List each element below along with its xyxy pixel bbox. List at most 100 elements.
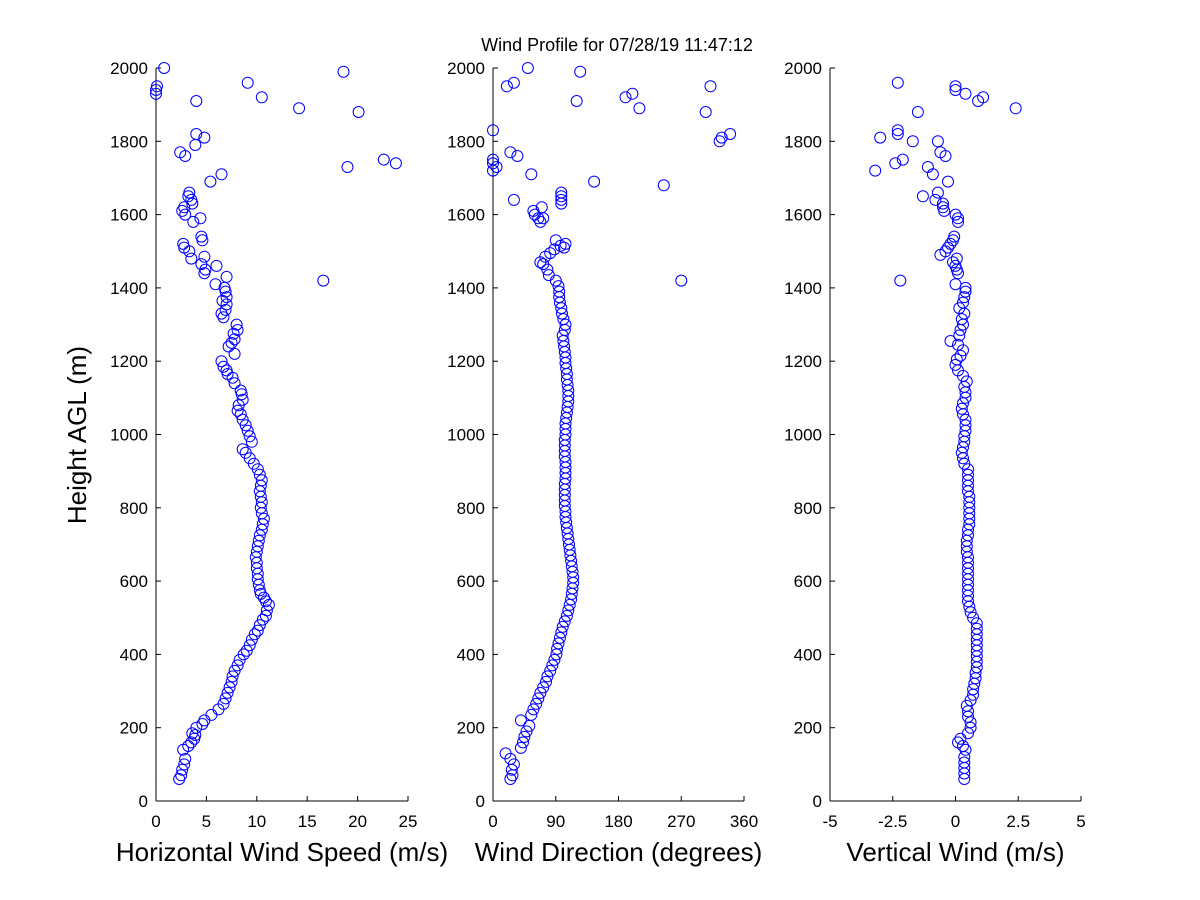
- data-point: [559, 318, 572, 331]
- data-point: [377, 153, 390, 166]
- data-point: [949, 358, 962, 371]
- data-point: [245, 633, 258, 646]
- data-point: [555, 190, 568, 203]
- y-tick-label: 2000: [110, 59, 148, 78]
- data-point: [967, 611, 980, 624]
- data-point: [257, 512, 270, 525]
- data-point: [341, 161, 354, 173]
- y-tick-label: 1800: [447, 132, 485, 151]
- y-tick-label: 1000: [784, 426, 822, 445]
- y-tick-label: 200: [794, 719, 822, 738]
- data-point: [225, 675, 238, 688]
- data-point: [179, 150, 192, 162]
- data-point: [487, 124, 499, 137]
- y-tick-label: 1400: [784, 279, 822, 298]
- data-point: [954, 349, 967, 362]
- data-point: [1009, 102, 1022, 115]
- x-tick-label: 0: [151, 812, 160, 831]
- data-point: [514, 714, 527, 727]
- data-point: [223, 681, 236, 694]
- data-point: [225, 336, 238, 349]
- data-point: [959, 285, 972, 298]
- y-tick-label: 2000: [784, 59, 822, 78]
- data-point: [555, 626, 568, 639]
- data-point: [215, 168, 228, 181]
- data-point: [950, 353, 963, 366]
- data-point: [236, 443, 249, 456]
- data-point: [970, 622, 983, 635]
- data-point: [537, 212, 550, 225]
- data-point: [949, 80, 962, 93]
- data-point: [911, 106, 924, 118]
- x-tick-label: 2.5: [1006, 812, 1030, 831]
- data-point: [921, 161, 934, 173]
- data-point: [949, 259, 962, 272]
- data-point: [517, 736, 529, 749]
- x-tick-label: 5: [1076, 812, 1085, 831]
- y-tick-label: 1200: [447, 352, 485, 371]
- data-point: [549, 234, 562, 247]
- data-point: [955, 313, 968, 326]
- data-point: [255, 474, 268, 487]
- data-point: [948, 230, 961, 243]
- data-point: [939, 150, 952, 162]
- data-point: [215, 355, 228, 368]
- data-point: [525, 168, 538, 181]
- data-point: [633, 102, 646, 115]
- data-point: [352, 106, 365, 118]
- data-point: [220, 270, 233, 283]
- data-point: [949, 278, 962, 291]
- data-point: [699, 106, 712, 118]
- data-point: [190, 721, 203, 734]
- data-point: [869, 164, 882, 177]
- y-tick-label: 1400: [447, 279, 485, 298]
- data-point: [231, 324, 244, 336]
- data-point: [194, 212, 207, 225]
- data-point: [958, 457, 971, 470]
- x-tick-label: 360: [730, 812, 758, 831]
- data-point: [552, 637, 565, 650]
- data-point: [198, 250, 211, 263]
- data-point: [253, 619, 266, 632]
- data-point: [937, 201, 949, 214]
- data-point: [183, 186, 196, 199]
- data-point: [715, 131, 728, 144]
- data-point: [964, 606, 977, 619]
- data-point: [952, 215, 964, 228]
- data-point: [959, 743, 972, 756]
- data-point: [534, 215, 547, 228]
- data-point: [889, 157, 902, 170]
- data-point: [952, 212, 964, 225]
- data-point: [931, 186, 944, 199]
- data-point: [675, 274, 688, 287]
- data-point: [944, 335, 957, 347]
- x-axis-label: Wind Direction (degrees): [475, 837, 763, 867]
- data-point: [540, 675, 552, 688]
- data-point: [217, 360, 230, 373]
- data-point: [955, 402, 968, 415]
- y-tick-label: 400: [120, 645, 148, 664]
- data-point: [236, 393, 249, 406]
- data-point: [252, 534, 265, 547]
- data-point: [228, 347, 241, 360]
- data-point: [204, 175, 217, 188]
- data-point: [959, 419, 972, 432]
- data-point: [317, 274, 330, 287]
- data-point: [499, 747, 512, 760]
- data-point: [178, 201, 191, 214]
- data-point: [230, 318, 243, 331]
- data-point: [251, 624, 264, 637]
- data-point: [949, 208, 962, 221]
- data-point: [245, 435, 258, 448]
- data-point: [555, 193, 568, 206]
- x-tick-label: 10: [247, 812, 266, 831]
- x-tick-label: 0: [488, 812, 497, 831]
- data-point: [210, 259, 223, 272]
- data-point: [962, 468, 974, 481]
- y-tick-label: 200: [457, 719, 485, 738]
- data-point: [944, 237, 957, 250]
- x-tick-label: 270: [667, 812, 695, 831]
- y-tick-label: 1800: [784, 132, 822, 151]
